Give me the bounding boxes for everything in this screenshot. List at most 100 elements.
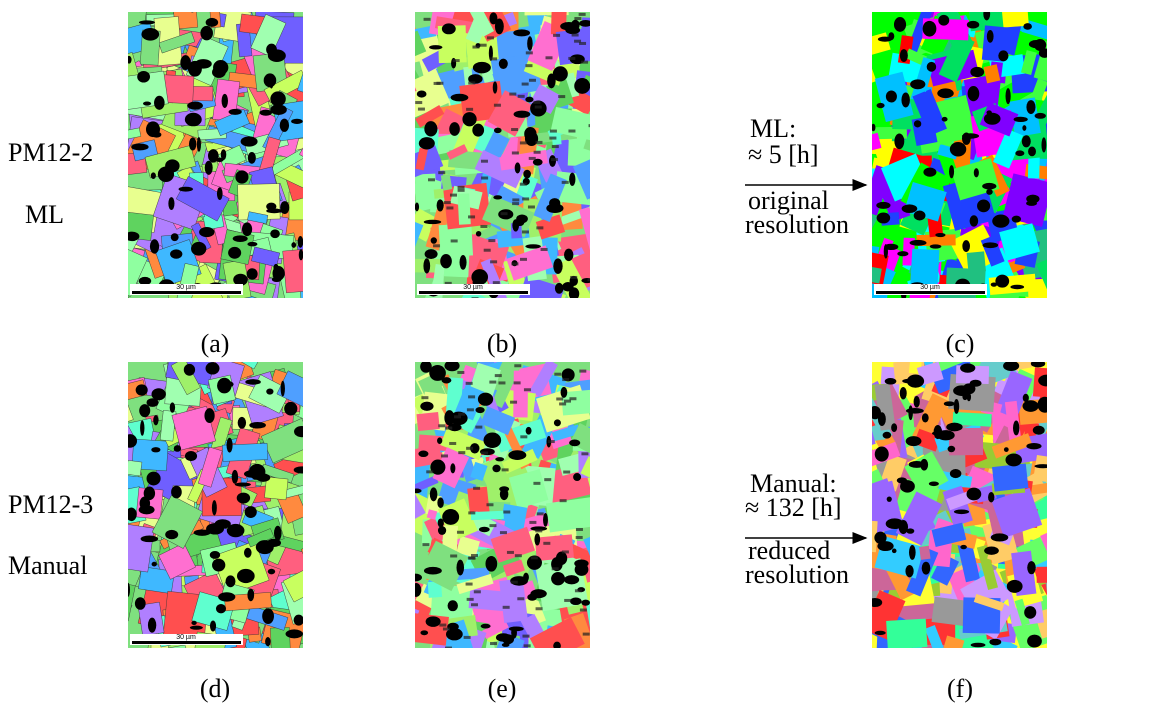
pore xyxy=(212,500,217,515)
pore xyxy=(877,541,893,551)
grain-id xyxy=(512,151,519,154)
grain xyxy=(619,211,671,268)
method-time: ≈ 132 [h] xyxy=(745,493,842,522)
grain-id xyxy=(558,95,565,98)
pore xyxy=(420,630,428,635)
pore xyxy=(205,161,213,175)
pore xyxy=(987,30,994,43)
grain-id xyxy=(563,471,570,474)
pore xyxy=(900,49,908,62)
grain xyxy=(1067,572,1088,604)
grain xyxy=(373,418,400,454)
pore xyxy=(894,17,906,32)
pore xyxy=(897,251,908,256)
pore xyxy=(127,56,132,64)
pore xyxy=(151,172,156,179)
grain xyxy=(458,193,471,224)
pore xyxy=(1003,361,1019,371)
pore xyxy=(125,232,140,241)
pore xyxy=(553,66,568,81)
pore xyxy=(417,91,427,98)
grain-id xyxy=(466,583,473,586)
grain xyxy=(112,523,155,572)
pore xyxy=(970,380,982,387)
pore xyxy=(268,49,286,62)
pore xyxy=(190,626,203,630)
grain xyxy=(75,379,133,435)
pore xyxy=(579,20,592,27)
pore xyxy=(937,88,953,98)
pore xyxy=(998,50,1008,61)
grain-id xyxy=(511,128,518,131)
pore xyxy=(217,187,223,200)
grain-id xyxy=(576,528,583,531)
micrograph: 30 µm xyxy=(361,0,671,333)
grain-id xyxy=(503,511,510,514)
pore xyxy=(247,268,258,280)
pore xyxy=(262,608,274,624)
pore xyxy=(527,36,533,50)
scale-bar xyxy=(132,641,241,644)
pore xyxy=(241,136,258,146)
grain xyxy=(1047,257,1089,307)
grain-id xyxy=(426,470,433,473)
grain-id xyxy=(468,215,475,218)
grain-id xyxy=(535,141,542,144)
pore xyxy=(525,244,541,248)
grain-id xyxy=(458,451,465,454)
pore xyxy=(473,62,491,74)
pore xyxy=(571,20,580,30)
grain xyxy=(1047,234,1076,255)
grain-id xyxy=(570,276,577,279)
grain-id xyxy=(424,18,431,21)
pore xyxy=(409,574,422,582)
grain-id xyxy=(490,57,497,60)
caption: (c) xyxy=(946,329,975,358)
pore xyxy=(968,86,980,101)
grain xyxy=(1044,449,1077,475)
pore xyxy=(294,426,309,437)
pore xyxy=(561,387,568,398)
pore xyxy=(139,505,155,514)
pore xyxy=(1027,561,1036,574)
pore xyxy=(867,407,880,417)
grain-id xyxy=(451,239,458,242)
scale-bar xyxy=(876,291,985,294)
grain-id xyxy=(562,378,569,381)
grain xyxy=(301,544,323,570)
caption: (e) xyxy=(488,674,517,703)
grain-id xyxy=(494,104,501,107)
grain xyxy=(103,597,132,626)
grain-id xyxy=(493,281,500,284)
grain-id xyxy=(510,401,517,404)
grain xyxy=(825,45,872,88)
grain xyxy=(1074,411,1107,441)
pore xyxy=(1033,426,1045,435)
grain xyxy=(1047,527,1088,574)
grain-id xyxy=(449,442,456,445)
pore xyxy=(492,465,500,473)
grain xyxy=(73,588,91,606)
grain xyxy=(416,412,439,431)
pore xyxy=(534,533,540,545)
pore xyxy=(233,274,248,286)
pore xyxy=(581,278,592,283)
pore xyxy=(554,419,561,426)
pore xyxy=(887,496,892,501)
pore xyxy=(942,117,948,122)
grain-id xyxy=(551,158,558,161)
pore xyxy=(185,113,202,127)
pore xyxy=(210,621,216,632)
grain xyxy=(88,386,108,421)
pore xyxy=(1034,464,1051,468)
pore xyxy=(260,110,272,116)
pore xyxy=(495,457,504,461)
grain-id xyxy=(534,151,541,154)
pore xyxy=(960,363,975,372)
grain-id xyxy=(438,424,445,427)
pore xyxy=(235,483,251,487)
grain-id xyxy=(468,395,475,398)
pore xyxy=(206,18,219,27)
pore xyxy=(570,598,582,605)
grain-id xyxy=(458,189,465,192)
